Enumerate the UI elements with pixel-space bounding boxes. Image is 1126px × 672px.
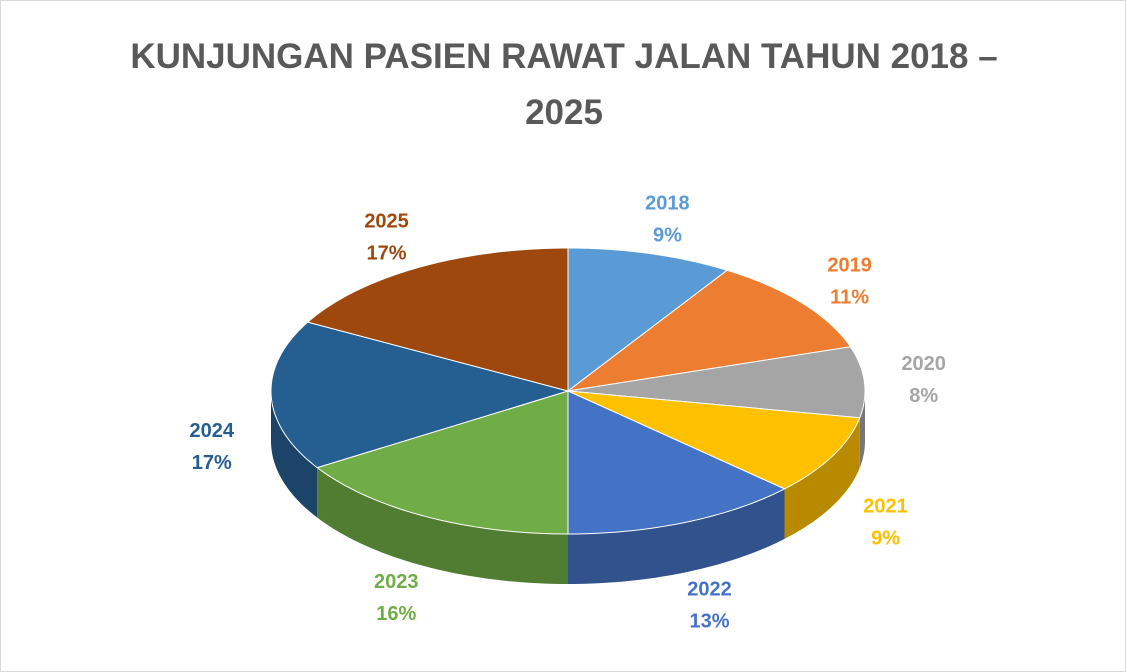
data-label-value: 17% xyxy=(367,242,407,264)
slice xyxy=(567,390,786,535)
data-label-category: 2020 xyxy=(901,353,946,375)
slice xyxy=(567,269,852,392)
slice xyxy=(567,247,729,393)
slice-side xyxy=(271,391,318,518)
data-label-category: 2022 xyxy=(687,578,732,600)
chart-title: KUNJUNGAN PASIEN RAWAT JALAN TAHUN 2018 … xyxy=(130,37,998,132)
data-label-category: 2021 xyxy=(863,495,908,517)
data-label-category: 2019 xyxy=(827,255,872,277)
data-label-value: 8% xyxy=(909,385,938,407)
data-label-category: 2024 xyxy=(190,420,235,442)
data-label-category: 2025 xyxy=(364,210,409,232)
data-label-value: 9% xyxy=(653,225,682,247)
slice-side xyxy=(859,391,865,468)
slice xyxy=(316,390,569,535)
data-label-category: 2023 xyxy=(374,571,419,593)
data-label-value: 11% xyxy=(830,287,869,309)
data-label-value: 16% xyxy=(376,603,416,625)
slice xyxy=(270,321,570,469)
data-label-value: 17% xyxy=(192,452,232,474)
slice xyxy=(306,247,569,392)
data-label-value: 9% xyxy=(871,527,900,549)
data-label-value: 13% xyxy=(690,610,730,632)
data-label-category: 2018 xyxy=(645,193,690,215)
slice xyxy=(567,346,866,419)
slice-side xyxy=(568,488,785,584)
slice xyxy=(567,390,861,490)
slice-side xyxy=(317,467,568,584)
